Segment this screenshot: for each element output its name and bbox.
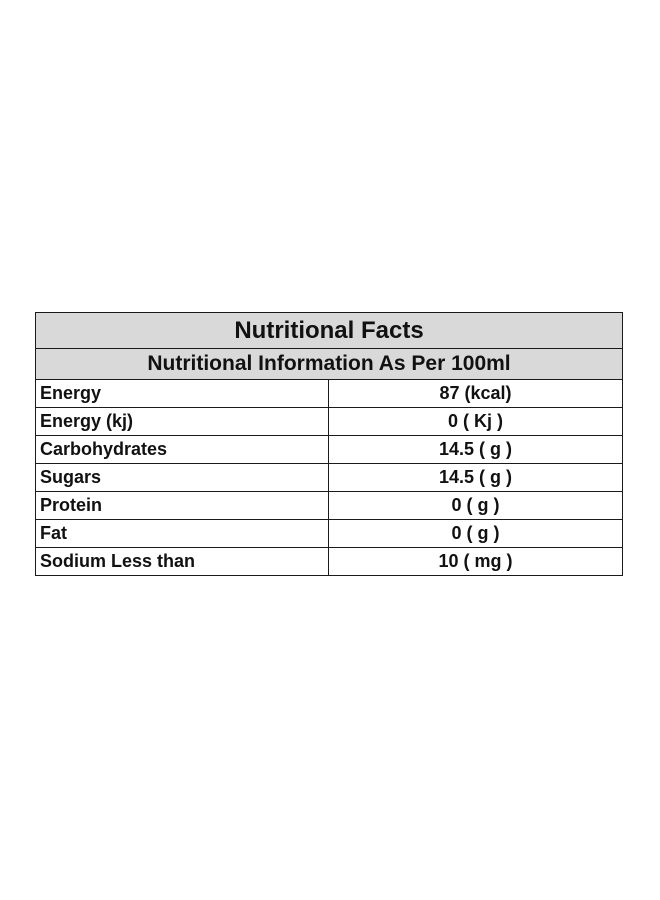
nutrient-label: Energy bbox=[35, 379, 329, 408]
table-title: Nutritional Facts bbox=[34, 312, 624, 349]
nutrient-label: Protein bbox=[35, 491, 329, 520]
nutrition-facts-table: Nutritional Facts Nutritional Informatio… bbox=[34, 312, 624, 576]
nutrient-value: 10 ( mg ) bbox=[327, 547, 624, 576]
nutrient-label: Sugars bbox=[35, 463, 329, 492]
table-row: Fat 0 ( g ) bbox=[35, 519, 624, 548]
table-subtitle: Nutritional Information As Per 100ml bbox=[34, 348, 624, 380]
table-row: Sugars 14.5 ( g ) bbox=[35, 463, 624, 492]
nutrient-value: 0 ( g ) bbox=[327, 491, 624, 520]
table-row: Energy (kj) 0 ( Kj ) bbox=[35, 407, 624, 436]
nutrient-value: 87 (kcal) bbox=[327, 379, 624, 408]
table-subtitle-row: Nutritional Information As Per 100ml bbox=[34, 348, 624, 380]
nutrient-label: Carbohydrates bbox=[35, 435, 329, 464]
table-title-row: Nutritional Facts bbox=[34, 312, 624, 349]
nutrient-value: 14.5 ( g ) bbox=[327, 435, 624, 464]
table-row: Energy 87 (kcal) bbox=[35, 379, 624, 408]
nutrient-label: Energy (kj) bbox=[35, 407, 329, 436]
table-row: Sodium Less than 10 ( mg ) bbox=[35, 547, 624, 576]
table-row: Protein 0 ( g ) bbox=[35, 491, 624, 520]
nutrient-label: Sodium Less than bbox=[35, 547, 329, 576]
nutrient-value: 0 ( Kj ) bbox=[327, 407, 624, 436]
table-row: Carbohydrates 14.5 ( g ) bbox=[35, 435, 624, 464]
nutrient-label: Fat bbox=[35, 519, 329, 548]
nutrient-value: 14.5 ( g ) bbox=[327, 463, 624, 492]
nutrient-value: 0 ( g ) bbox=[327, 519, 624, 548]
